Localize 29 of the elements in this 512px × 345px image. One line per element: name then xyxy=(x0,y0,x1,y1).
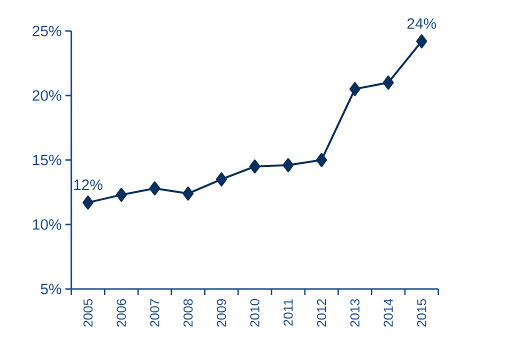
y-tick-label: 5% xyxy=(40,284,62,294)
point xyxy=(316,152,328,167)
x-tick-label: 2014 xyxy=(384,298,393,327)
x-tick-label: 2008 xyxy=(184,299,193,327)
x-tick-label: 2009 xyxy=(216,299,226,327)
y-tick-label: 10% xyxy=(33,219,62,230)
point xyxy=(182,186,194,201)
point xyxy=(249,159,260,174)
x-tick-label: 2015 xyxy=(417,299,426,327)
x-tick-label: 2011 xyxy=(284,299,293,326)
y-tick-label: 25% xyxy=(32,26,62,36)
x-tick-label: 2006 xyxy=(116,299,126,327)
point xyxy=(382,76,394,90)
y-tick-label: 15% xyxy=(33,154,62,166)
point xyxy=(282,158,294,172)
data-label: 24% xyxy=(407,18,436,29)
x-tick-label: 2007 xyxy=(150,299,160,327)
point xyxy=(82,196,94,210)
x-tick-label: 2013 xyxy=(350,299,360,327)
point xyxy=(349,82,360,96)
point xyxy=(216,172,227,186)
x-tick-label: 2005 xyxy=(83,299,93,327)
y-tick-label: 20% xyxy=(32,90,62,101)
data-label: 12% xyxy=(74,180,102,190)
x-tick-label: 2012 xyxy=(316,299,326,327)
point xyxy=(416,34,428,48)
point xyxy=(149,181,160,196)
point xyxy=(116,188,127,202)
x-tick-label: 2010 xyxy=(250,299,260,327)
